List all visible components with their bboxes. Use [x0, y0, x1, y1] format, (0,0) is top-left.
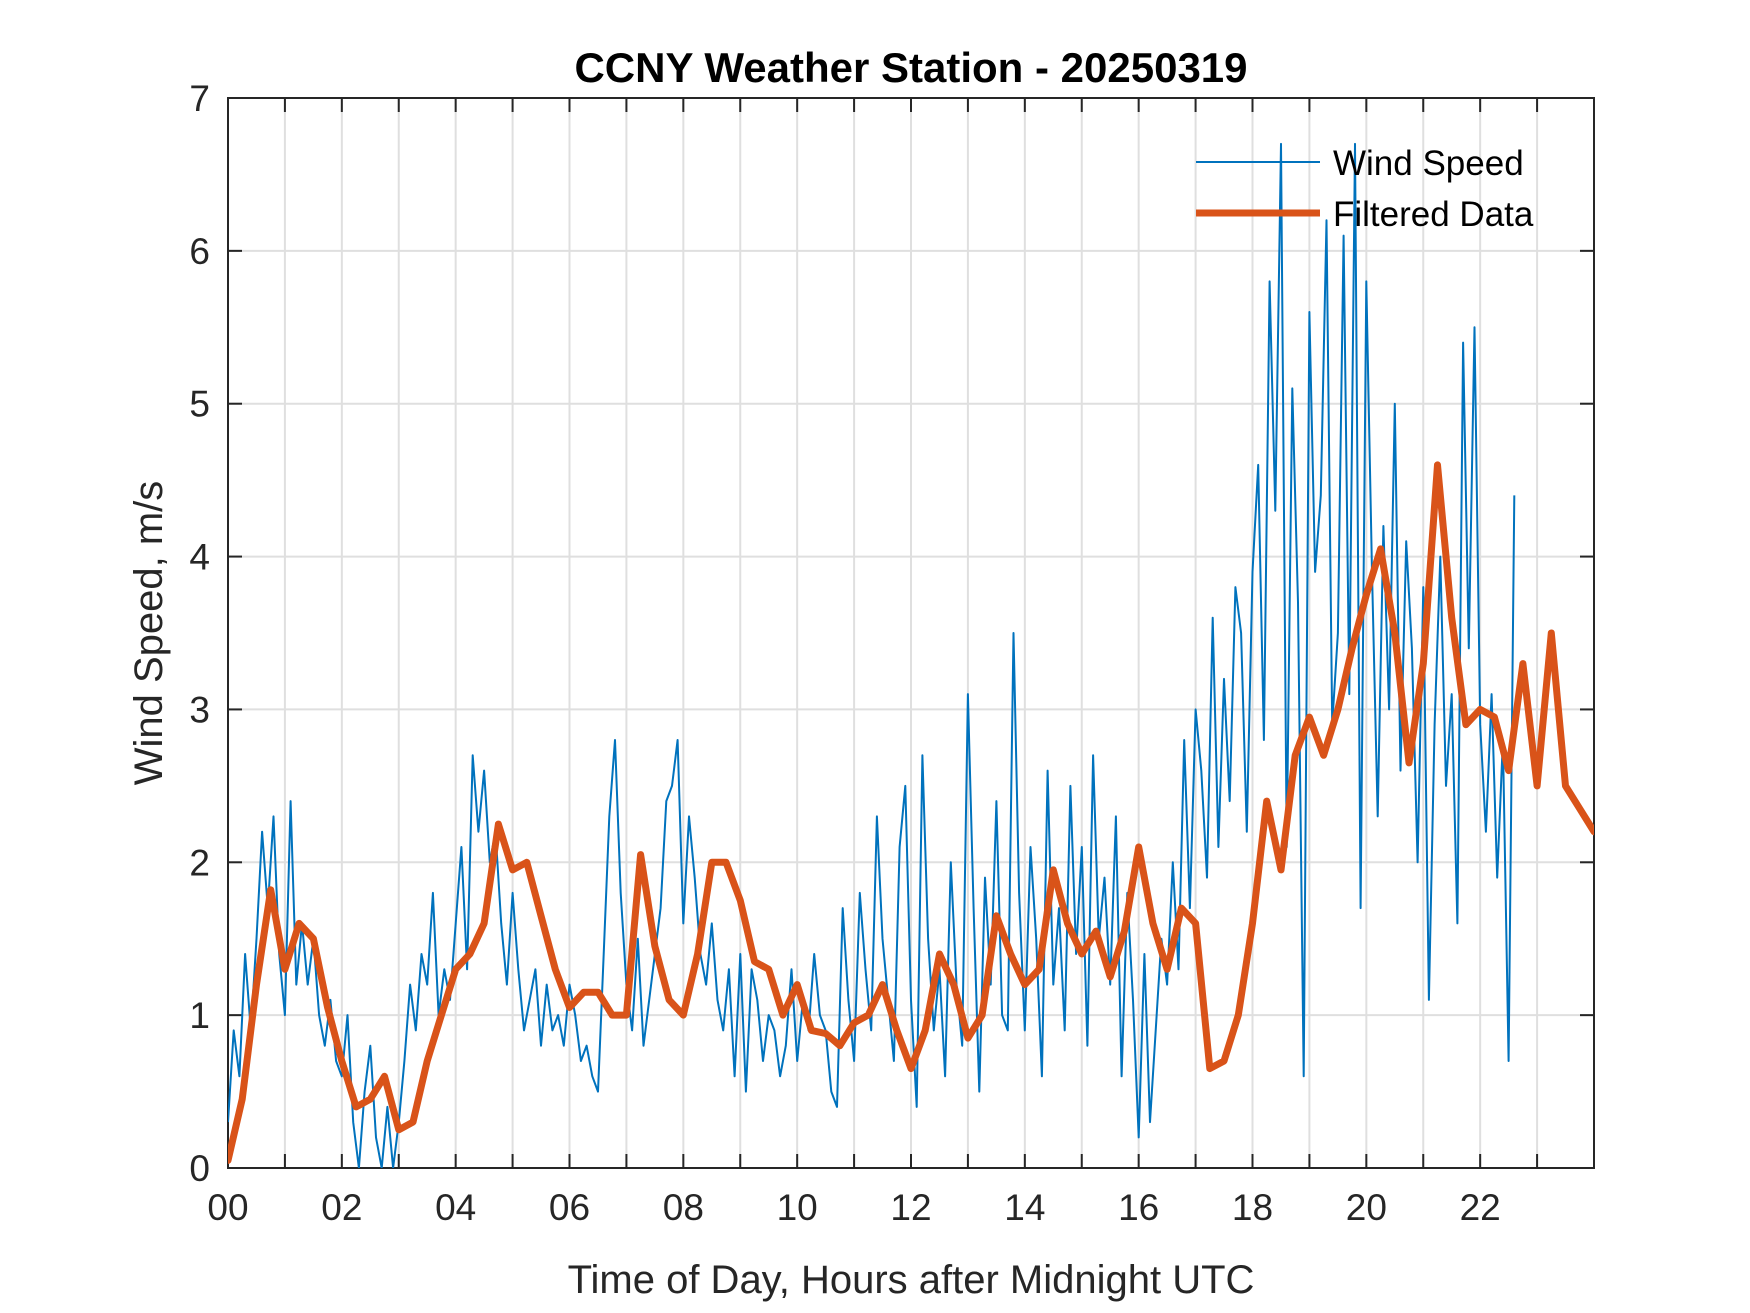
x-tick-label: 06 [549, 1187, 590, 1228]
x-tick-labels: 00 02 04 06 08 10 12 14 16 18 20 22 [207, 1187, 1500, 1228]
legend: Wind Speed Filtered Data [1196, 144, 1534, 234]
chart-title: CCNY Weather Station - 20250319 [574, 44, 1247, 91]
y-tick-labels: 0 1 2 3 4 5 6 7 [189, 78, 210, 1189]
x-tick-label: 20 [1346, 1187, 1387, 1228]
x-tick-label: 22 [1460, 1187, 1501, 1228]
y-tick-label: 0 [189, 1148, 210, 1189]
y-tick-label: 3 [189, 689, 210, 730]
x-tick-label: 04 [435, 1187, 476, 1228]
legend-label-filtered-data: Filtered Data [1333, 195, 1534, 234]
y-axis-label: Wind Speed, m/s [127, 481, 171, 786]
x-axis-label: Time of Day, Hours after Midnight UTC [568, 1258, 1255, 1302]
y-tick-label: 4 [189, 537, 210, 578]
y-tick-label: 7 [189, 78, 210, 119]
x-tick-label: 08 [663, 1187, 704, 1228]
x-tick-label: 02 [321, 1187, 362, 1228]
x-tick-label: 00 [207, 1187, 248, 1228]
series-line-filtered-data [228, 461, 1594, 1164]
x-tick-label: 14 [1004, 1187, 1045, 1228]
x-tick-label: 10 [777, 1187, 818, 1228]
y-tick-label: 2 [189, 842, 210, 883]
x-tick-label: 16 [1118, 1187, 1159, 1228]
axis-ticks [227, 97, 1594, 1169]
legend-label-wind-speed: Wind Speed [1333, 144, 1524, 183]
series-line-wind-speed [228, 142, 1516, 1168]
x-tick-label: 12 [890, 1187, 931, 1228]
y-tick-label: 1 [189, 995, 210, 1036]
x-tick-label: 18 [1232, 1187, 1273, 1228]
y-tick-label: 6 [189, 231, 210, 272]
y-tick-label: 5 [189, 384, 210, 425]
